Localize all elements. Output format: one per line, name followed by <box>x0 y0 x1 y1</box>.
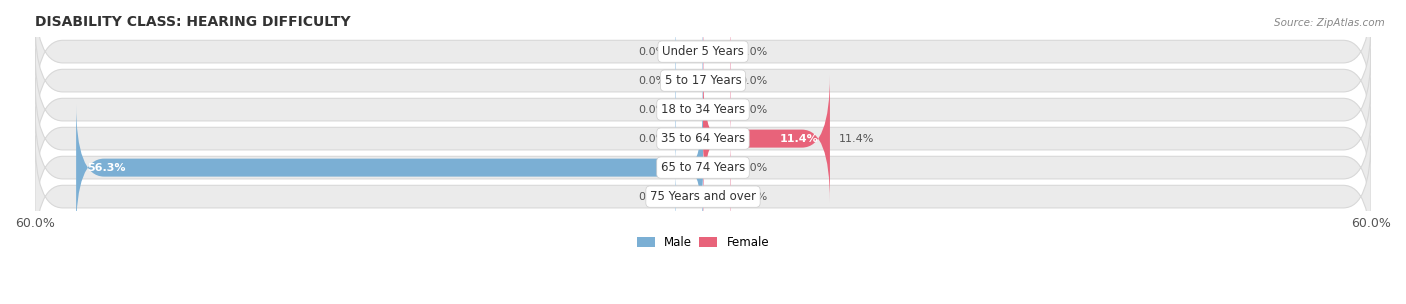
Text: 0.0%: 0.0% <box>638 76 666 86</box>
Text: 0.0%: 0.0% <box>638 192 666 202</box>
Legend: Male, Female: Male, Female <box>633 231 773 254</box>
Text: 75 Years and over: 75 Years and over <box>650 190 756 203</box>
Text: Source: ZipAtlas.com: Source: ZipAtlas.com <box>1274 18 1385 28</box>
FancyBboxPatch shape <box>675 55 703 106</box>
Text: 0.0%: 0.0% <box>638 134 666 143</box>
FancyBboxPatch shape <box>35 19 1371 142</box>
FancyBboxPatch shape <box>35 78 1371 200</box>
Text: 0.0%: 0.0% <box>740 192 768 202</box>
FancyBboxPatch shape <box>703 55 731 106</box>
FancyBboxPatch shape <box>35 0 1371 113</box>
Text: Under 5 Years: Under 5 Years <box>662 45 744 58</box>
FancyBboxPatch shape <box>675 113 703 164</box>
FancyBboxPatch shape <box>703 26 731 78</box>
Text: 0.0%: 0.0% <box>740 105 768 115</box>
FancyBboxPatch shape <box>703 142 731 193</box>
FancyBboxPatch shape <box>76 104 703 231</box>
Text: 11.4%: 11.4% <box>780 134 818 143</box>
Text: 65 to 74 Years: 65 to 74 Years <box>661 161 745 174</box>
Text: 35 to 64 Years: 35 to 64 Years <box>661 132 745 145</box>
FancyBboxPatch shape <box>675 26 703 78</box>
Text: 0.0%: 0.0% <box>740 163 768 173</box>
Text: 0.0%: 0.0% <box>740 47 768 57</box>
FancyBboxPatch shape <box>35 48 1371 171</box>
Text: 0.0%: 0.0% <box>740 76 768 86</box>
Text: 0.0%: 0.0% <box>638 105 666 115</box>
FancyBboxPatch shape <box>675 171 703 223</box>
FancyBboxPatch shape <box>703 75 830 202</box>
Text: 18 to 34 Years: 18 to 34 Years <box>661 103 745 116</box>
Text: 0.0%: 0.0% <box>638 47 666 57</box>
FancyBboxPatch shape <box>703 171 731 223</box>
Text: 56.3%: 56.3% <box>87 163 125 173</box>
FancyBboxPatch shape <box>675 84 703 135</box>
Text: 5 to 17 Years: 5 to 17 Years <box>665 74 741 87</box>
FancyBboxPatch shape <box>703 84 731 135</box>
FancyBboxPatch shape <box>35 106 1371 229</box>
Text: DISABILITY CLASS: HEARING DIFFICULTY: DISABILITY CLASS: HEARING DIFFICULTY <box>35 15 350 29</box>
Text: 11.4%: 11.4% <box>839 134 875 143</box>
FancyBboxPatch shape <box>35 135 1371 258</box>
